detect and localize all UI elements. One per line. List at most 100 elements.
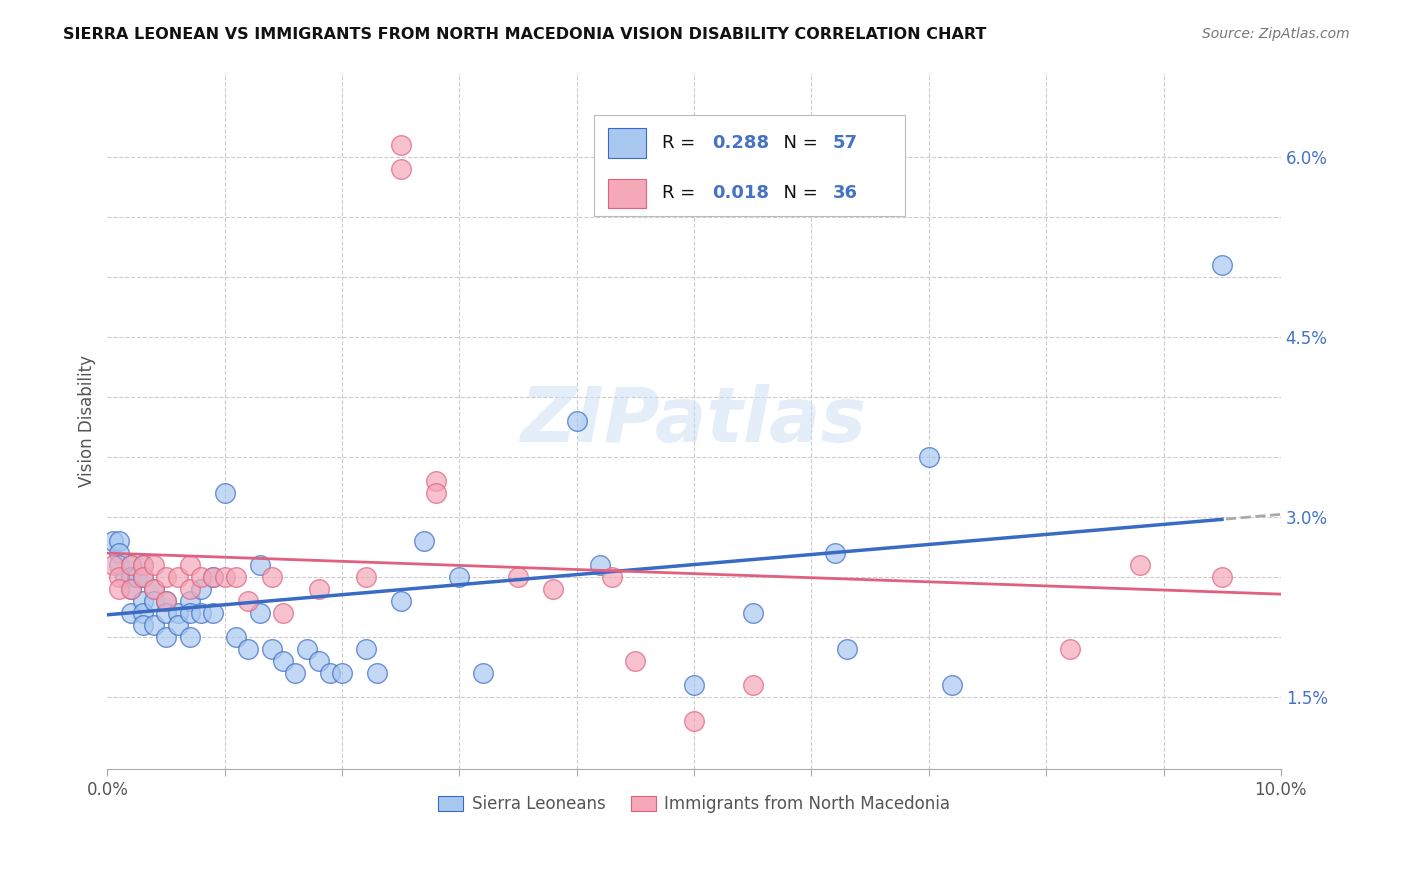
- Point: [166, 570, 188, 584]
- Point: [143, 582, 166, 596]
- Point: [103, 558, 125, 572]
- Point: [166, 618, 188, 632]
- Point: [179, 606, 201, 620]
- Point: [143, 582, 166, 596]
- Point: [941, 678, 963, 692]
- Point: [600, 570, 623, 584]
- Point: [143, 618, 166, 632]
- Point: [1129, 558, 1152, 572]
- Point: [131, 570, 153, 584]
- Point: [389, 161, 412, 176]
- Point: [354, 570, 377, 584]
- Point: [835, 642, 858, 657]
- Point: [131, 558, 153, 572]
- FancyBboxPatch shape: [595, 115, 905, 216]
- Text: N =: N =: [772, 185, 823, 202]
- Point: [201, 570, 224, 584]
- Text: R =: R =: [662, 134, 702, 152]
- Point: [143, 558, 166, 572]
- Point: [179, 594, 201, 608]
- Point: [131, 594, 153, 608]
- Text: N =: N =: [772, 134, 823, 152]
- Point: [238, 642, 260, 657]
- Point: [103, 533, 125, 548]
- Point: [543, 582, 565, 596]
- Point: [120, 606, 142, 620]
- Point: [179, 630, 201, 644]
- Point: [389, 138, 412, 153]
- Y-axis label: Vision Disability: Vision Disability: [79, 355, 96, 487]
- Point: [249, 558, 271, 572]
- Point: [260, 642, 283, 657]
- Point: [190, 582, 212, 596]
- Point: [366, 665, 388, 680]
- Point: [506, 570, 529, 584]
- Point: [238, 594, 260, 608]
- Point: [683, 678, 706, 692]
- Point: [108, 533, 131, 548]
- Point: [824, 546, 846, 560]
- Point: [284, 665, 307, 680]
- Point: [413, 533, 436, 548]
- Text: 36: 36: [832, 185, 858, 202]
- Point: [1211, 258, 1233, 272]
- Text: Source: ZipAtlas.com: Source: ZipAtlas.com: [1202, 27, 1350, 41]
- Point: [225, 570, 247, 584]
- Point: [249, 606, 271, 620]
- Point: [179, 582, 201, 596]
- Point: [108, 558, 131, 572]
- Point: [120, 558, 142, 572]
- Point: [741, 678, 763, 692]
- Point: [319, 665, 342, 680]
- Point: [166, 606, 188, 620]
- Point: [120, 582, 142, 596]
- Point: [295, 642, 318, 657]
- Point: [425, 474, 447, 488]
- Point: [624, 654, 647, 668]
- Point: [354, 642, 377, 657]
- Text: 0.018: 0.018: [711, 185, 769, 202]
- Point: [273, 606, 295, 620]
- Point: [214, 486, 236, 500]
- Point: [389, 594, 412, 608]
- Text: 57: 57: [832, 134, 858, 152]
- Point: [131, 570, 153, 584]
- Point: [449, 570, 471, 584]
- Legend: Sierra Leoneans, Immigrants from North Macedonia: Sierra Leoneans, Immigrants from North M…: [432, 789, 956, 820]
- Point: [190, 606, 212, 620]
- Bar: [609, 128, 645, 158]
- Point: [308, 582, 330, 596]
- Point: [131, 558, 153, 572]
- Point: [131, 618, 153, 632]
- Point: [155, 630, 177, 644]
- Point: [108, 582, 131, 596]
- Point: [155, 594, 177, 608]
- Point: [179, 558, 201, 572]
- Point: [260, 570, 283, 584]
- Point: [918, 450, 941, 464]
- Point: [125, 570, 148, 584]
- Point: [273, 654, 295, 668]
- Point: [425, 486, 447, 500]
- Point: [471, 665, 494, 680]
- Point: [155, 606, 177, 620]
- Point: [155, 594, 177, 608]
- Point: [120, 570, 142, 584]
- Point: [155, 570, 177, 584]
- Point: [190, 570, 212, 584]
- Point: [589, 558, 612, 572]
- Point: [131, 606, 153, 620]
- Point: [201, 570, 224, 584]
- Point: [1059, 642, 1081, 657]
- Point: [143, 594, 166, 608]
- Point: [214, 570, 236, 584]
- Point: [120, 582, 142, 596]
- Point: [683, 714, 706, 728]
- Point: [1211, 570, 1233, 584]
- Text: SIERRA LEONEAN VS IMMIGRANTS FROM NORTH MACEDONIA VISION DISABILITY CORRELATION : SIERRA LEONEAN VS IMMIGRANTS FROM NORTH …: [63, 27, 987, 42]
- Point: [201, 606, 224, 620]
- Text: R =: R =: [662, 185, 702, 202]
- Bar: [609, 178, 645, 208]
- Point: [114, 570, 136, 584]
- Point: [120, 558, 142, 572]
